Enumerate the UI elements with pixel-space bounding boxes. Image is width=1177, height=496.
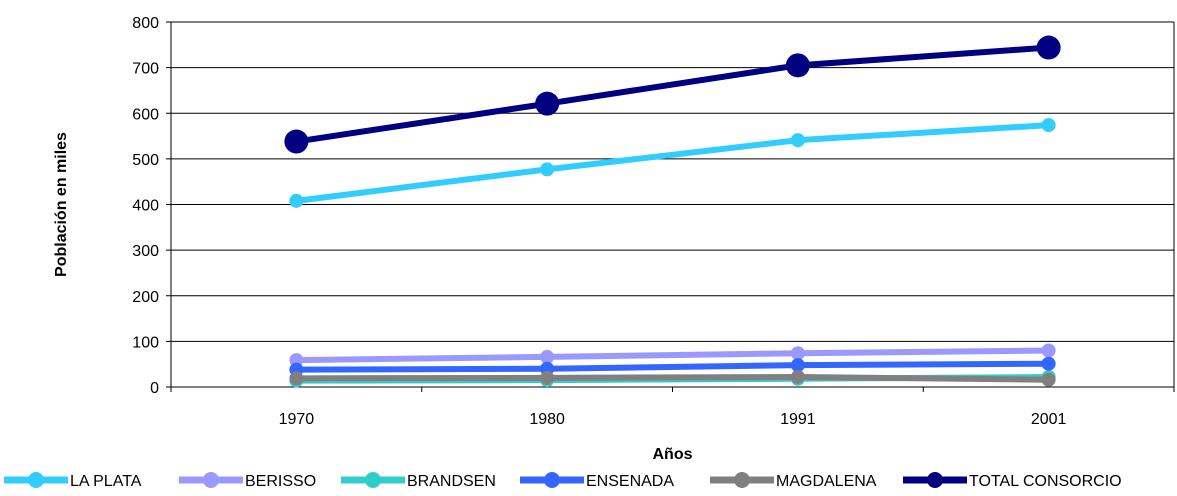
- legend-swatch-marker: [734, 472, 750, 488]
- series-group: [284, 35, 1061, 388]
- legend-label: TOTAL CONSORCIO: [969, 473, 1122, 490]
- legend-swatch-marker: [203, 472, 219, 488]
- x-tick-label: 1970: [279, 411, 315, 428]
- legend-item: BERISSO: [179, 472, 316, 490]
- data-point: [790, 369, 805, 384]
- y-tick-label: 700: [132, 61, 159, 78]
- series-line: [295, 44, 1049, 145]
- legend-item: MAGDALENA: [710, 472, 877, 490]
- data-point: [540, 162, 555, 177]
- data-point: [1041, 343, 1056, 358]
- grid: [171, 21, 1174, 342]
- data-point: [1041, 118, 1056, 133]
- legend-label: BRANDSEN: [407, 473, 496, 490]
- legend-swatch-marker: [28, 472, 44, 488]
- data-point: [284, 129, 309, 154]
- data-point: [785, 53, 810, 78]
- y-tick-label: 100: [132, 334, 159, 351]
- data-point: [1041, 356, 1056, 371]
- y-tick-label: 400: [132, 198, 159, 215]
- y-tick-label: 200: [132, 289, 159, 306]
- legend-label: BERISSO: [245, 473, 316, 490]
- series-line: [296, 347, 1049, 364]
- y-tick-label: 800: [132, 15, 159, 32]
- data-point: [790, 133, 805, 148]
- y-tick-labels: 0 100 200 300 400 500 600 700 800: [132, 15, 159, 397]
- legend-swatch-marker: [365, 472, 381, 488]
- legend-item: BRANDSEN: [341, 472, 496, 490]
- data-point: [790, 358, 805, 373]
- legend-swatch-marker: [544, 472, 560, 488]
- x-tick-labels: 1970 1980 1991 2001: [279, 411, 1067, 428]
- y-tick-label: 0: [150, 380, 159, 397]
- legend: LA PLATA BERISSO BRANDSEN ENSENADA MAGDALENA…: [4, 472, 1122, 490]
- legend-label: ENSENADA: [586, 473, 674, 490]
- series-1: [289, 343, 1056, 368]
- data-point: [1041, 372, 1056, 387]
- x-tick-label: 2001: [1031, 411, 1067, 428]
- data-point: [540, 370, 555, 385]
- series-line: [296, 373, 1049, 383]
- data-point: [289, 353, 304, 368]
- data-point: [535, 91, 560, 116]
- data-point: [540, 349, 555, 364]
- axes: [166, 21, 1175, 392]
- legend-swatch-marker: [927, 472, 943, 488]
- x-tick-label: 1991: [780, 411, 816, 428]
- legend-item: LA PLATA: [4, 472, 142, 490]
- x-tick-label: 1980: [529, 411, 565, 428]
- y-tick-label: 500: [132, 152, 159, 169]
- series-4: [289, 369, 1056, 387]
- y-axis-title: Población en miles: [53, 132, 70, 277]
- legend-item: ENSENADA: [520, 472, 674, 490]
- series-0: [289, 118, 1056, 208]
- data-point: [289, 193, 304, 208]
- legend-label: MAGDALENA: [776, 473, 877, 490]
- data-point: [1036, 35, 1061, 60]
- legend-label: LA PLATA: [70, 473, 142, 490]
- series-5: [284, 35, 1061, 154]
- series-line: [296, 122, 1049, 204]
- data-point: [790, 346, 805, 361]
- legend-item: TOTAL CONSORCIO: [903, 472, 1122, 490]
- x-axis-title: Años: [653, 446, 693, 463]
- series-line: [296, 360, 1049, 373]
- y-tick-label: 600: [132, 106, 159, 123]
- y-tick-label: 300: [132, 243, 159, 260]
- data-point: [289, 371, 304, 386]
